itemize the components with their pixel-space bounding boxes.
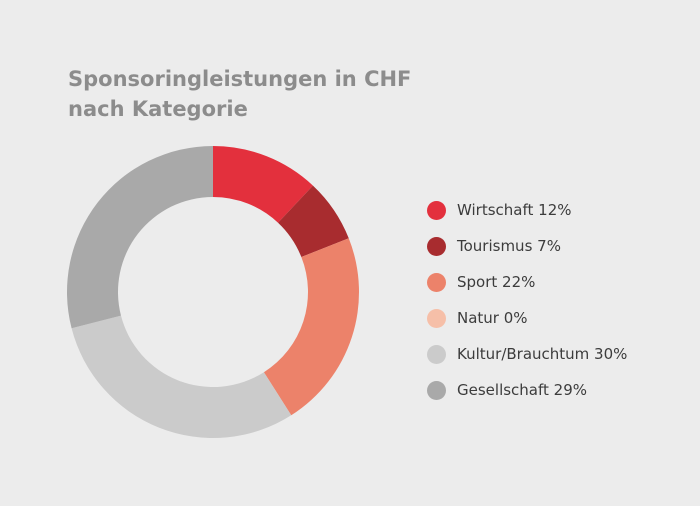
- chart-legend: Wirtschaft 12% Tourismus 7% Sport 22% Na…: [427, 192, 627, 408]
- legend-item-wirtschaft: Wirtschaft 12%: [427, 192, 627, 228]
- legend-item-kultur-brauchtum: Kultur/Brauchtum 30%: [427, 336, 627, 372]
- legend-swatch-tourismus: [427, 236, 446, 256]
- donut-slice-kultur-brauchtum: [71, 315, 292, 438]
- legend-swatch-gesellschaft: [427, 380, 446, 400]
- legend-label-wirtschaft: Wirtschaft 12%: [457, 201, 572, 219]
- chart-title-line-1: Sponsoringleistungen in CHF: [68, 67, 412, 91]
- legend-item-sport: Sport 22%: [427, 264, 627, 300]
- chart-title: Sponsoringleistungen in CHF nach Kategor…: [68, 64, 448, 124]
- donut-slice-wirtschaft: [213, 146, 313, 223]
- legend-label-natur: Natur 0%: [457, 309, 528, 327]
- legend-swatch-kultur-brauchtum: [427, 344, 446, 364]
- legend-label-gesellschaft: Gesellschaft 29%: [457, 381, 587, 399]
- legend-label-kultur-brauchtum: Kultur/Brauchtum 30%: [457, 345, 628, 363]
- legend-swatch-sport: [427, 272, 446, 292]
- legend-item-natur: Natur 0%: [427, 300, 627, 336]
- legend-label-tourismus: Tourismus 7%: [457, 237, 561, 255]
- donut-slice-gesellschaft: [67, 146, 213, 329]
- donut-slice-sport: [263, 238, 360, 416]
- legend-swatch-wirtschaft: [427, 200, 446, 220]
- legend-swatch-natur: [427, 308, 446, 328]
- legend-label-sport: Sport 22%: [457, 273, 536, 291]
- legend-item-gesellschaft: Gesellschaft 29%: [427, 372, 627, 408]
- chart-title-line-2: nach Kategorie: [68, 97, 248, 121]
- donut-slice-tourismus: [278, 185, 349, 258]
- legend-item-tourismus: Tourismus 7%: [427, 228, 627, 264]
